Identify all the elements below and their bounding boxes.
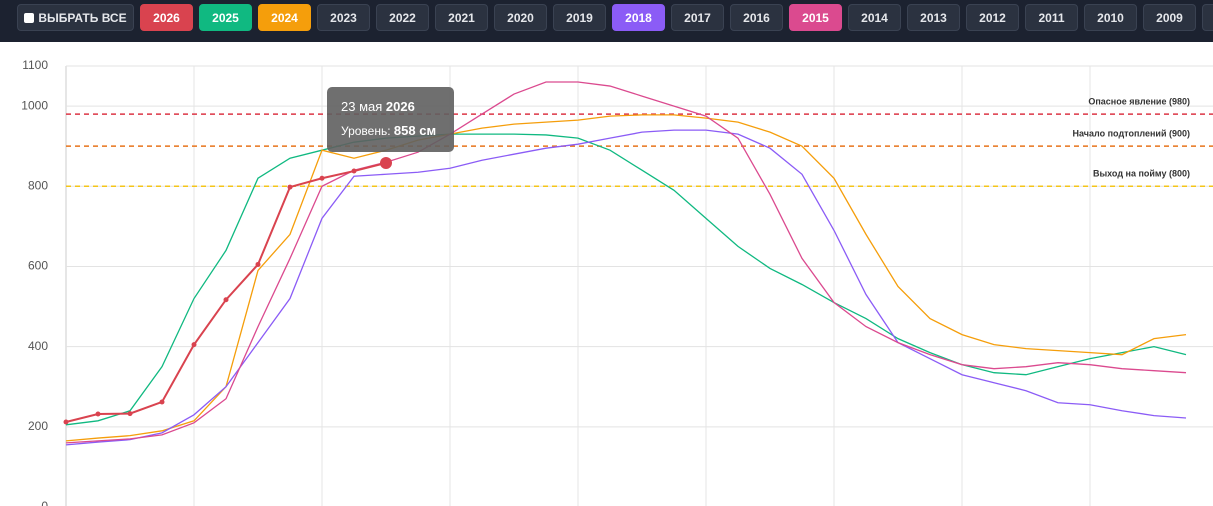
point	[159, 399, 165, 405]
series-line	[65, 114, 1187, 442]
tooltip-label: Уровень:	[341, 124, 391, 138]
tooltip-value: 858 см	[394, 123, 436, 138]
year-button[interactable]: 2010	[1084, 4, 1137, 31]
highlight-point	[380, 157, 392, 170]
y-tick-label: 1000	[21, 98, 48, 112]
year-button[interactable]: 2014	[848, 4, 901, 31]
year-button[interactable]: 2008	[1202, 4, 1213, 31]
tooltip-level: Уровень: 858 см	[341, 123, 436, 138]
year-button[interactable]: 2024	[258, 4, 311, 31]
toolbar: ВЫБРАТЬ ВСЕ 2026 2025 2024 2023 2022 2021 2020…	[0, 0, 1213, 42]
tooltip-box	[327, 87, 454, 152]
tooltip-date: 23 мая 2026	[341, 99, 415, 114]
tooltip-year: 2026	[386, 99, 415, 114]
year-button[interactable]: 2026	[140, 4, 193, 31]
year-button[interactable]: 2017	[671, 4, 724, 31]
point	[223, 297, 229, 303]
year-button[interactable]: 2020	[494, 4, 547, 31]
year-button[interactable]: 2009	[1143, 4, 1196, 31]
series-line	[65, 133, 1187, 426]
point	[95, 411, 101, 417]
point	[287, 184, 293, 190]
threshold-label: Начало подтоплений (900)	[1073, 129, 1190, 139]
year-button[interactable]: 2013	[907, 4, 960, 31]
year-button[interactable]: 2019	[553, 4, 606, 31]
year-button[interactable]: 2023	[317, 4, 370, 31]
year-button[interactable]: 2025	[199, 4, 252, 31]
series-line	[65, 129, 1187, 446]
point	[127, 411, 133, 417]
year-button[interactable]: 2015	[789, 4, 842, 31]
year-button[interactable]: 2018	[612, 4, 665, 31]
y-tick-label: 600	[28, 259, 48, 273]
tooltip-day: 23 мая	[341, 99, 382, 114]
y-tick-label: 200	[28, 419, 48, 433]
series-layer	[63, 81, 1187, 446]
threshold-label: Выход на пойму (800)	[1093, 169, 1190, 179]
y-tick-label: 0	[41, 499, 48, 506]
chart: 0 200 400 600 800 1000 1100 Опасное явление (98…	[21, 58, 1213, 506]
point	[191, 342, 197, 348]
select-all-label: ВЫБРАТЬ ВСЕ	[38, 11, 127, 25]
year-button[interactable]: 2021	[435, 4, 488, 31]
point	[63, 419, 69, 425]
threshold-label: Опасное явление (980)	[1088, 96, 1190, 106]
tooltip: 23 мая 2026 Уровень: 858 см	[327, 87, 454, 152]
point	[255, 261, 261, 267]
y-tick-label: 1100	[22, 58, 48, 72]
year-button[interactable]: 2011	[1025, 4, 1078, 31]
grid: 0 200 400 600 800 1000 1100 Опасное явление (98…	[21, 58, 1213, 506]
checkbox[interactable]	[24, 13, 35, 23]
point	[319, 175, 325, 181]
point	[351, 168, 357, 174]
y-tick-label: 800	[28, 178, 48, 192]
y-tick-label: 400	[28, 339, 48, 353]
year-button[interactable]: 2016	[730, 4, 783, 31]
year-button[interactable]: 2012	[966, 4, 1019, 31]
year-button[interactable]: 2022	[376, 4, 429, 31]
series-line	[65, 81, 1187, 444]
series-line	[65, 162, 387, 423]
select-all-button[interactable]: ВЫБРАТЬ ВСЕ	[17, 4, 134, 31]
